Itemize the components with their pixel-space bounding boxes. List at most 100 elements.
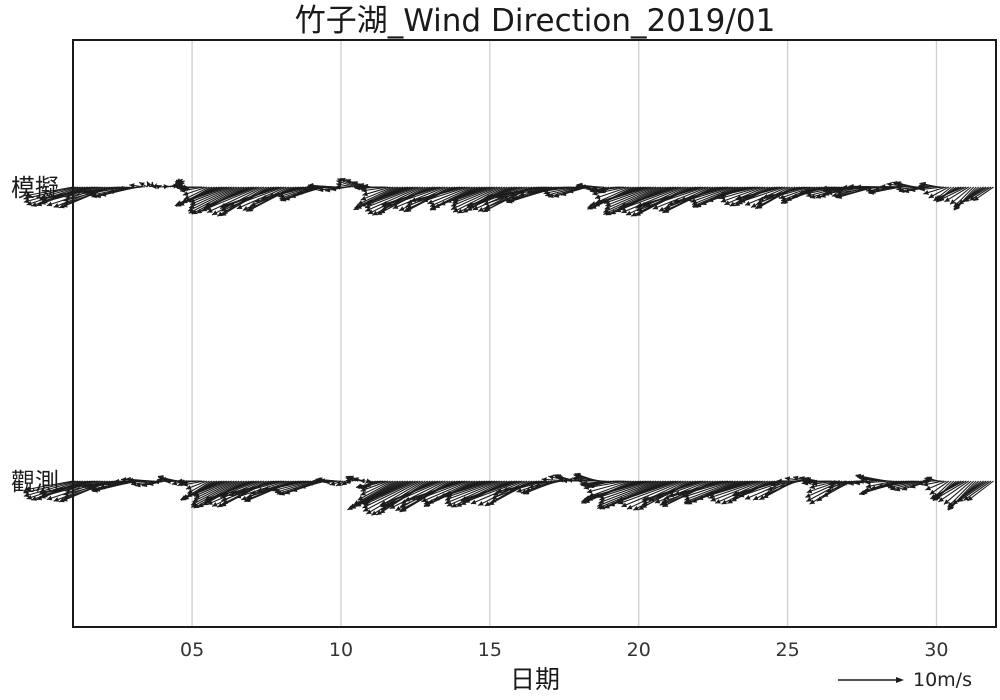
wind-arrow [589,186,624,192]
wind-arrow [679,480,731,496]
wind-arrow [274,480,314,494]
wind-arrow [935,186,964,200]
wind-arrow-head [964,197,970,202]
wind-arrow-head [553,192,560,198]
wind-arrow [621,186,684,214]
wind-arrow-head [680,196,686,202]
wind-arrow-head [359,478,365,484]
wind-arrow-head [39,490,46,496]
wind-arrow-head [534,480,540,486]
wind-arrow [422,186,468,202]
wind-arrow-head [376,510,382,516]
wind-arrow-head [62,496,68,502]
wind-arrow-head [478,207,484,212]
wind-arrow [222,480,282,496]
wind-arrow [349,480,399,509]
wind-arrow-head [274,192,281,198]
wind-arrow-head [355,501,362,507]
wind-arrow-head [204,205,210,211]
wind-arrow [203,186,257,208]
wind-arrow-head [446,198,452,203]
wind-arrow-head [592,190,598,196]
wind-arrow-head [727,498,733,504]
wind-arrow-head [53,497,60,502]
wind-arrow-head [242,205,249,211]
wind-arrow-head [207,208,213,213]
wind-arrow-head [307,480,313,486]
wind-arrow-head [81,189,87,195]
wind-arrow-head [424,501,431,506]
wind-arrow-head [269,485,275,491]
wind-arrow-head [952,499,958,505]
wind-arrow-head [930,494,936,499]
wind-arrow [619,186,682,211]
wind-arrow-head [381,505,387,510]
wind-arrow [768,186,808,197]
x-tick-label: 30 [924,639,948,661]
wind-arrow-head [198,502,204,508]
wind-arrow-head [263,485,269,491]
wind-arrow [450,186,498,207]
wind-arrow-head [493,193,499,199]
wind-arrow-head [139,182,145,187]
wind-arrow-head [922,478,928,484]
wind-arrow-head [261,194,267,200]
wind-arrow-head [462,207,469,213]
wind-arrow-head [720,197,727,203]
wind-arrow-head [567,188,574,194]
wind-arrow-head [446,493,452,498]
wind-arrow [617,480,679,503]
plot-frame [72,39,997,628]
wind-arrow-head [340,177,346,183]
wind-arrow-head [379,208,386,214]
wind-arrow-head [918,183,924,189]
wind-arrow [269,480,309,490]
wind-arrow-head [376,210,383,215]
wind-arrow-head [809,484,816,490]
wind-arrow-head [910,187,916,193]
wind-arrow-head [156,184,162,190]
wind-arrow [619,186,679,209]
wind-arrow-head [279,490,286,496]
wind-arrow-head [714,194,720,200]
wind-arrow [636,186,701,207]
wind-arrow-head [894,486,901,492]
wind-arrow-head [734,491,741,496]
wind-arrow-head [488,500,495,505]
wind-arrow-head [861,488,868,494]
wind-arrow [597,480,659,507]
wind-arrow-head [272,487,278,493]
wind-arrow-head [120,477,127,483]
wind-arrow-head [63,197,69,202]
wind-arrow [451,186,491,202]
wind-arrow-head [525,487,531,493]
wind-arrow-head [649,496,655,502]
wind-arrow-head [950,199,956,205]
wind-arrow-head [664,204,671,209]
wind-arrow-head [371,510,377,516]
wind-arrow [583,480,627,489]
wind-arrow [724,186,766,206]
wind-arrow [472,186,525,211]
wind-arrow-head [365,206,371,212]
wind-arrow-head [917,480,924,486]
wind-arrow [229,186,285,208]
y-tick-label: 模擬 [11,174,59,202]
wind-arrow-head [806,192,812,198]
wind-arrow-head [640,201,646,207]
wind-arrow-head [188,208,195,214]
wind-arrow-head [877,483,884,489]
wind-arrow-head [235,493,242,499]
wind-arrow-head [697,495,704,501]
wind-arrow-head [736,196,743,201]
wind-arrow-head [686,499,693,505]
wind-arrow-head [404,496,411,502]
wind-arrow-head [372,210,378,216]
wind-arrow-head [809,499,816,505]
wind-arrow [621,480,684,508]
chart-title: 竹子湖_Wind Direction_2019/01 [295,3,776,39]
wind-arrow-head [416,495,423,501]
wind-arrow-head [484,194,490,200]
wind-arrow-head [180,187,186,193]
wind-arrow-head [222,202,229,208]
